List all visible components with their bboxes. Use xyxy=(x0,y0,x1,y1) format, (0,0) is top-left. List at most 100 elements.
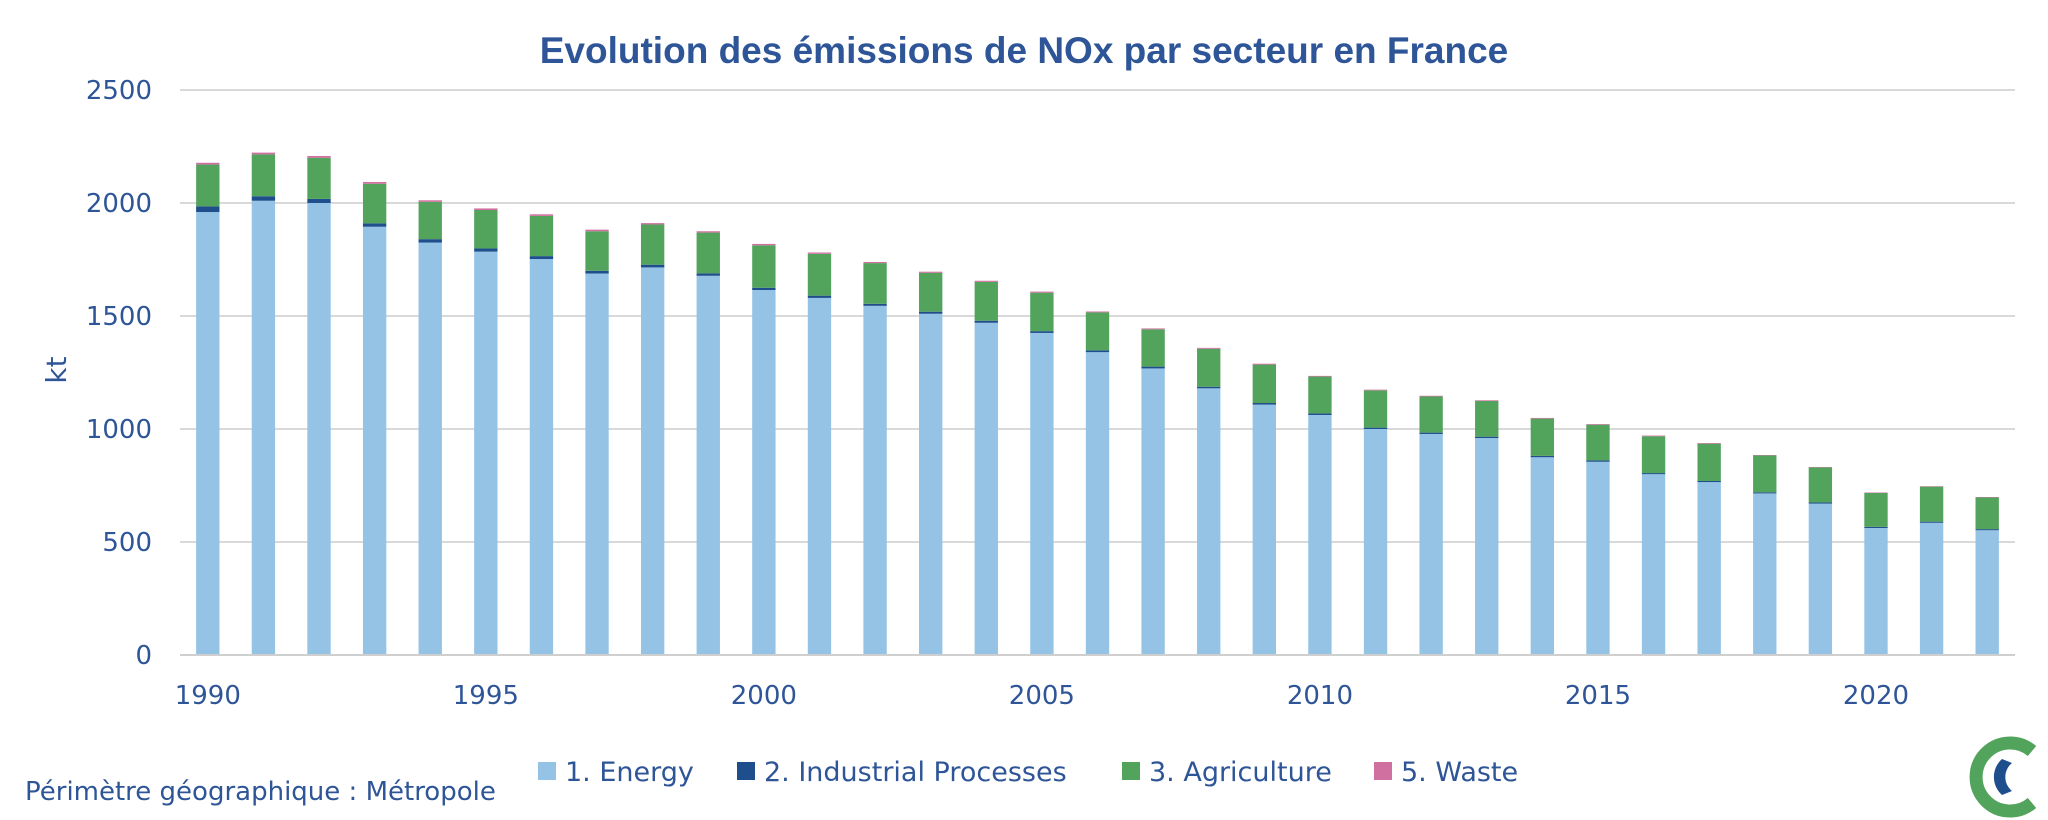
bar-segment xyxy=(196,164,220,207)
bar-segment xyxy=(696,273,720,276)
bars xyxy=(196,152,1999,656)
bar-segment xyxy=(696,275,720,655)
bar-segment xyxy=(919,313,943,655)
bar-segment xyxy=(1530,417,1555,419)
bar-segment xyxy=(585,270,609,274)
x-tick-label: 2005 xyxy=(1009,681,1075,711)
y-axis-ticks: 0 500 1000 1500 2000 2500 xyxy=(86,76,152,671)
bar-segment xyxy=(1141,329,1165,367)
bar-segment xyxy=(1419,395,1443,397)
bar-segment xyxy=(362,183,387,224)
bar-segment xyxy=(1419,433,1443,655)
x-tick-label: 2000 xyxy=(731,681,797,711)
bar-segment xyxy=(1753,455,1777,493)
x-tick-label: 2015 xyxy=(1565,681,1631,711)
bar-segment xyxy=(1586,424,1610,425)
bar-segment xyxy=(529,214,554,216)
bar-segment xyxy=(1085,352,1110,655)
bar-segment xyxy=(1919,521,1944,523)
bar-segment xyxy=(362,226,387,656)
x-tick-label: 2020 xyxy=(1843,681,1909,711)
bar-segment xyxy=(1697,443,1721,481)
bar-segment xyxy=(1363,389,1388,391)
bar-segment xyxy=(974,322,998,655)
bar-segment xyxy=(1641,473,1666,475)
bar-segment xyxy=(1085,312,1110,351)
bar-segment xyxy=(1308,375,1332,377)
bar-segment xyxy=(974,280,998,282)
bar-segment xyxy=(1697,482,1721,655)
bar-segment xyxy=(418,200,442,202)
bar-segment xyxy=(1197,347,1221,349)
bar-segment xyxy=(307,155,331,158)
bar-segment xyxy=(196,206,220,213)
bar-segment xyxy=(863,305,887,655)
bar-segment xyxy=(752,243,776,246)
bar-segment xyxy=(1419,396,1443,433)
legend-label: 3. Agriculture xyxy=(1149,757,1332,788)
bar-segment xyxy=(1919,486,1944,522)
bar-segment xyxy=(251,154,276,197)
bar-segment xyxy=(474,210,498,249)
bar-segment xyxy=(585,273,609,655)
bar-segment xyxy=(529,256,554,260)
bar-segment xyxy=(1252,403,1276,405)
bar-segment xyxy=(1363,390,1388,428)
bar-segment xyxy=(1975,530,1999,655)
bar-segment xyxy=(1530,418,1555,456)
bar-segment xyxy=(1586,460,1610,462)
bar-segment xyxy=(196,162,220,165)
bar-segment xyxy=(1753,492,1777,494)
bar-segment xyxy=(1419,432,1443,434)
bar-segment xyxy=(1030,331,1054,333)
bar-segment xyxy=(1586,461,1610,655)
legend-swatch xyxy=(538,762,556,780)
bar-segment xyxy=(696,231,720,233)
bar-segment xyxy=(1085,311,1110,313)
bar-segment xyxy=(418,201,442,240)
y-tick-label: 500 xyxy=(102,528,152,558)
bar-segment xyxy=(1864,527,1888,655)
bar-segment xyxy=(585,229,609,232)
bar-segment xyxy=(251,152,276,155)
y-tick-label: 2500 xyxy=(86,76,152,106)
bar-segment xyxy=(529,259,554,655)
bar-segment xyxy=(474,251,498,655)
chart-title: Evolution des émissions de NOx par secte… xyxy=(540,30,1509,71)
y-tick-label: 1500 xyxy=(86,302,152,332)
bar-segment xyxy=(807,295,832,298)
bar-segment xyxy=(1030,332,1054,655)
legend-swatch xyxy=(737,762,755,780)
bar-segment xyxy=(307,203,331,655)
x-tick-label: 1990 xyxy=(175,681,241,711)
bar-segment xyxy=(752,245,776,288)
bar-segment xyxy=(807,252,832,254)
bar-segment xyxy=(807,297,832,655)
bar-segment xyxy=(1808,503,1833,655)
y-tick-label: 1000 xyxy=(86,415,152,445)
bar-segment xyxy=(1141,368,1165,655)
bar-segment xyxy=(1308,376,1332,414)
bar-segment xyxy=(418,239,442,243)
bar-segment xyxy=(696,232,720,274)
bar-segment xyxy=(196,212,220,656)
bar-segment xyxy=(362,181,387,184)
bar-segment xyxy=(863,263,887,304)
bar-segment xyxy=(418,242,442,656)
bar-segment xyxy=(1475,436,1499,439)
bar-segment xyxy=(585,231,609,271)
bar-segment xyxy=(1197,388,1221,655)
bar-segment xyxy=(1085,350,1110,353)
bar-segment xyxy=(1363,429,1388,655)
bar-segment xyxy=(1475,400,1499,437)
bar-segment xyxy=(307,198,331,203)
bar-segment xyxy=(529,215,554,257)
bar-segment xyxy=(1197,348,1221,387)
bar-segment xyxy=(1530,457,1555,655)
bar-segment xyxy=(1697,443,1721,444)
bar-segment xyxy=(307,157,331,199)
bar-segment xyxy=(974,320,998,323)
bar-segment xyxy=(1030,292,1054,332)
legend-swatch xyxy=(1374,762,1392,780)
bar-segment xyxy=(640,264,665,268)
